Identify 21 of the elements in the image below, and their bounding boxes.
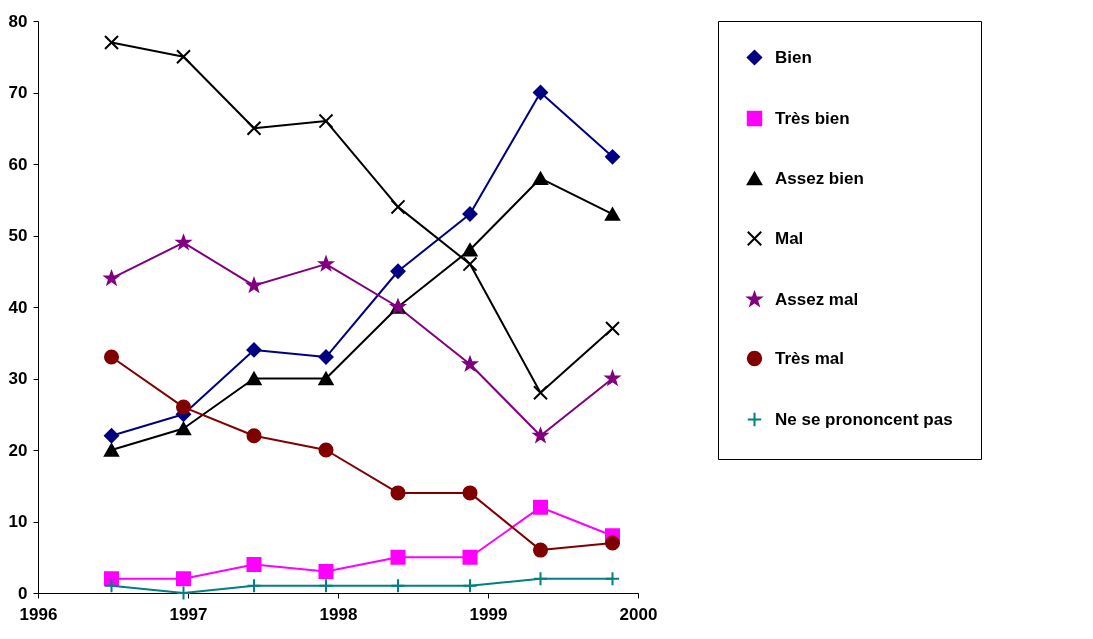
- legend-label: Bien: [775, 47, 812, 67]
- y-tick-label: 80: [8, 11, 28, 31]
- legend-label: Assez bien: [775, 168, 864, 188]
- y-tick-label: 10: [8, 512, 28, 531]
- legend-label: Assez mal: [775, 289, 859, 309]
- y-tick-label: 70: [8, 83, 28, 102]
- x-tick-label: 1996: [19, 604, 58, 624]
- y-tick-label: 30: [8, 369, 28, 388]
- y-tick-label: 40: [8, 297, 28, 317]
- legend-label: Ne se prononcent pas: [775, 409, 953, 429]
- y-tick-label: 60: [8, 154, 28, 174]
- legend-label: Très mal: [775, 348, 844, 368]
- x-tick-label: 1999: [469, 604, 508, 624]
- x-tick-label: 2000: [619, 604, 658, 624]
- x-tick-label: 1998: [319, 604, 358, 624]
- x-tick-label: 1997: [169, 604, 208, 624]
- y-tick-label: 50: [8, 226, 28, 245]
- y-tick-label: 0: [18, 583, 28, 603]
- y-tick-label: 20: [8, 440, 28, 460]
- legend-label: Très bien: [775, 108, 850, 128]
- legend-label: Mal: [775, 228, 804, 248]
